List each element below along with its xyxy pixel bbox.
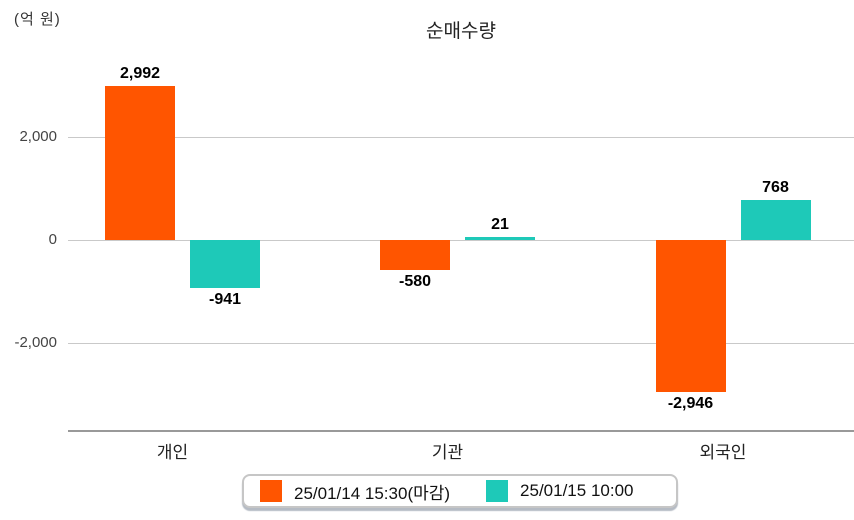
bar-series-2 [740, 200, 811, 240]
y-tick-label: -2,000 [14, 334, 57, 351]
bar-series-2 [190, 240, 260, 289]
x-category-label: 개인 [156, 443, 189, 462]
gridline [68, 342, 854, 344]
bar-series-1 [105, 85, 175, 240]
legend-label-series-1: 25/01/14 15:30(마감) [294, 483, 451, 503]
plot-area: 2,000 0 -2,000 2,992 -941 개인 -580 21 기관 -2,946 768… [14, 64, 854, 462]
bar-series-2 [465, 237, 535, 240]
y-tick-label: 0 [48, 231, 57, 248]
gridline [68, 136, 854, 138]
x-category-label: 기관 [431, 443, 464, 462]
bar-value-label: 768 [762, 179, 789, 197]
x-axis-line [68, 430, 854, 432]
legend-swatch-icon [260, 480, 282, 502]
legend-item-series-1: 25/01/14 15:30(마감) [260, 479, 450, 504]
x-category-label: 외국인 [699, 443, 747, 462]
gridline [68, 239, 854, 241]
bar-series-1 [655, 240, 726, 392]
bar-value-label: -2,946 [667, 394, 714, 412]
bar-value-label: -941 [208, 291, 242, 309]
bar-value-label: -580 [398, 272, 432, 290]
legend-swatch-icon [486, 480, 509, 502]
bar-value-label: 2,992 [119, 64, 161, 82]
y-tick-label: 2,000 [19, 128, 57, 145]
legend-label-series-2: 25/01/15 10:00 [520, 481, 634, 500]
bar-value-label: 21 [491, 216, 509, 233]
legend: 25/01/14 15:30(마감) 25/01/15 10:00 [242, 474, 678, 508]
legend-item-series-2: 25/01/15 10:00 [486, 480, 634, 502]
chart-title: 순매수량 [426, 21, 496, 42]
y-axis-unit-label: (억 원) [14, 11, 61, 28]
bar-series-1 [380, 240, 450, 270]
